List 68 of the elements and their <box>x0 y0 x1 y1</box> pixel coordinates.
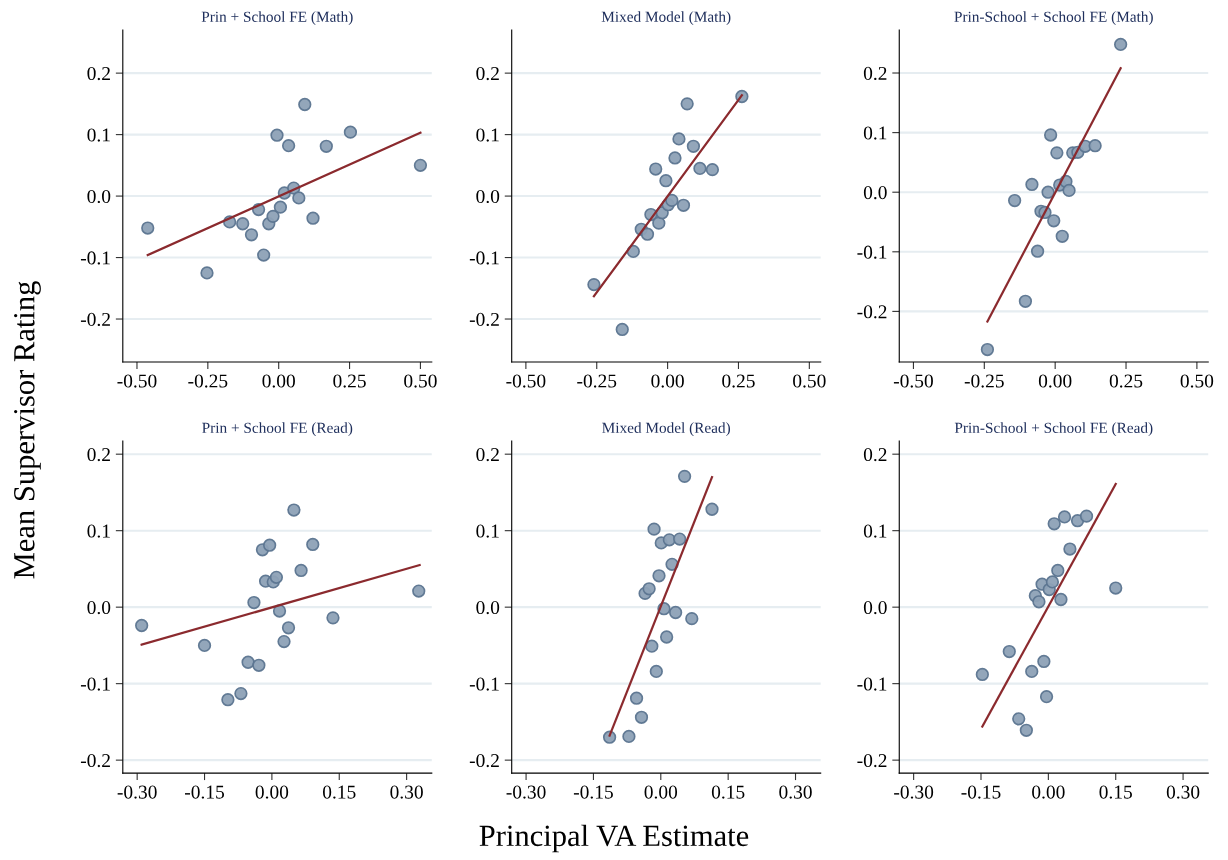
y-tick-label: 0.1 <box>863 126 887 140</box>
y-tick-label: -0.2 <box>469 753 499 768</box>
chart-title: Mixed Model (Read) <box>602 422 731 437</box>
y-tick-label: 0.1 <box>87 524 110 538</box>
y-tick-label: -0.1 <box>857 245 887 259</box>
x-tick-label: 0.15 <box>1099 785 1132 799</box>
x-tick-label: 0.25 <box>1109 374 1143 388</box>
y-tick-label: -0.2 <box>857 753 887 768</box>
chart-title: Mixed Model (Math) <box>601 11 731 26</box>
y-tick-label: -0.2 <box>857 305 887 319</box>
x-tick-label: 0.50 <box>793 374 826 388</box>
y-tick-label: 0.0 <box>863 186 887 200</box>
y-tick-label: -0.1 <box>80 251 110 265</box>
chart-title: Prin + School FE (Read) <box>202 422 353 437</box>
x-tick-label: -0.25 <box>188 374 228 388</box>
y-tick-label: -0.2 <box>80 753 110 768</box>
x-tick-label: 0.00 <box>255 785 289 799</box>
x-tick-label: -0.50 <box>506 374 546 388</box>
x-tick-label: -0.15 <box>573 785 613 799</box>
y-tick-label: 0.2 <box>87 448 110 462</box>
y-tick-label: -0.1 <box>857 677 887 691</box>
x-tick-label: 0.30 <box>1166 785 1200 799</box>
y-tick-label: -0.1 <box>80 677 110 691</box>
y-tick-label: 0.1 <box>87 128 110 142</box>
x-tick-label: -0.50 <box>893 374 933 388</box>
x-tick-label: 0.50 <box>1180 374 1214 388</box>
y-tick-label: 0.2 <box>863 66 887 81</box>
x-tick-label: 0.30 <box>390 785 423 799</box>
x-tick-label: -0.15 <box>185 785 225 799</box>
x-tick-label: -0.30 <box>506 785 546 799</box>
x-tick-label: -0.30 <box>117 785 157 799</box>
x-tick-label: -0.15 <box>961 785 1001 799</box>
x-tick-label: 0.25 <box>722 374 755 388</box>
y-axis-title: Mean Supervisor Rating <box>14 281 41 579</box>
x-tick-label: 0.00 <box>262 374 295 388</box>
y-tick-label: -0.2 <box>469 312 499 327</box>
x-tick-label: 0.30 <box>779 785 812 799</box>
x-tick-label: -0.50 <box>117 374 157 388</box>
y-tick-label: 0.0 <box>87 600 111 615</box>
y-tick-label: 0.0 <box>863 600 887 615</box>
y-tick-label: -0.1 <box>469 251 499 265</box>
y-tick-label: 0.0 <box>476 600 500 615</box>
x-tick-label: 0.15 <box>711 785 745 799</box>
y-tick-label: -0.1 <box>469 677 499 691</box>
x-tick-label: 0.25 <box>333 374 366 388</box>
y-tick-label: 0.2 <box>476 448 499 462</box>
x-tick-label: 0.50 <box>404 374 437 388</box>
chart-title: Prin-School + School FE (Read) <box>954 422 1153 437</box>
y-tick-label: 0.2 <box>476 66 499 81</box>
y-tick-label: 0.1 <box>476 128 499 142</box>
x-tick-label: 0.00 <box>1032 785 1065 799</box>
y-tick-label: 0.1 <box>476 524 499 538</box>
y-tick-label: -0.2 <box>80 312 110 327</box>
x-tick-label: 0.00 <box>1038 374 1072 388</box>
x-tick-label: -0.30 <box>894 785 934 799</box>
x-tick-label: -0.25 <box>964 374 1004 388</box>
x-tick-label: 0.15 <box>322 785 356 799</box>
y-tick-label: 0.0 <box>476 189 500 204</box>
y-tick-label: 0.2 <box>87 66 110 81</box>
chart-title: Prin + School FE (Math) <box>201 11 353 26</box>
y-tick-label: 0.2 <box>863 448 887 462</box>
x-tick-label: 0.00 <box>651 374 684 388</box>
chart-title: Prin-School + School FE (Math) <box>954 11 1153 26</box>
x-tick-label: 0.00 <box>644 785 678 799</box>
x-tick-label: -0.25 <box>577 374 617 388</box>
y-tick-label: 0.0 <box>87 189 111 204</box>
x-axis-title: Principal VA Estimate <box>479 824 749 853</box>
y-tick-label: 0.1 <box>863 524 887 538</box>
